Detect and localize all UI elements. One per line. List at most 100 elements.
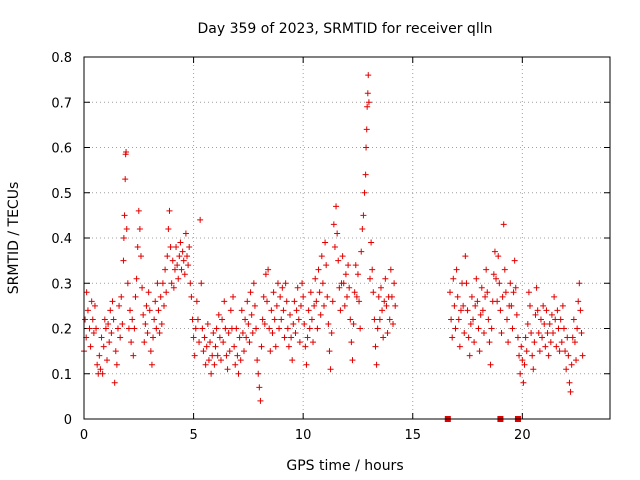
data-point bbox=[359, 225, 366, 232]
data-point bbox=[121, 212, 128, 219]
data-point bbox=[537, 316, 544, 323]
data-point bbox=[310, 339, 317, 346]
data-point bbox=[87, 343, 94, 350]
data-point bbox=[219, 316, 226, 323]
data-point bbox=[466, 352, 473, 359]
data-point bbox=[498, 330, 505, 337]
data-point bbox=[123, 149, 130, 156]
data-point bbox=[167, 244, 174, 251]
data-point bbox=[146, 307, 153, 314]
data-point bbox=[485, 316, 492, 323]
data-point bbox=[237, 357, 244, 364]
data-point bbox=[277, 293, 284, 300]
data-point bbox=[120, 235, 127, 241]
data-point bbox=[552, 316, 559, 323]
data-point bbox=[152, 298, 159, 305]
y-tick-label: 0.5 bbox=[51, 187, 72, 202]
data-point bbox=[372, 343, 379, 350]
data-point bbox=[233, 325, 240, 332]
data-point bbox=[447, 289, 454, 296]
data-point bbox=[246, 339, 253, 346]
data-point bbox=[571, 339, 578, 346]
data-point bbox=[259, 316, 266, 323]
data-point bbox=[542, 343, 549, 350]
x-tick-labels: 0 5 10 15 20 bbox=[80, 428, 531, 443]
data-point bbox=[136, 225, 143, 232]
data-point bbox=[465, 334, 472, 341]
data-point bbox=[379, 307, 386, 314]
data-point bbox=[509, 325, 516, 332]
data-point bbox=[144, 330, 151, 337]
data-point bbox=[139, 284, 146, 291]
data-point bbox=[496, 280, 503, 287]
data-point bbox=[313, 298, 320, 305]
data-point bbox=[131, 325, 138, 332]
data-point bbox=[192, 325, 199, 332]
data-point bbox=[170, 284, 177, 291]
data-point bbox=[185, 262, 192, 269]
data-point bbox=[213, 325, 220, 332]
data-point bbox=[532, 311, 539, 318]
data-point bbox=[487, 361, 494, 368]
data-point bbox=[111, 379, 118, 386]
data-point bbox=[235, 370, 242, 377]
data-point bbox=[245, 320, 252, 327]
data-point bbox=[554, 307, 561, 314]
data-point bbox=[174, 262, 181, 269]
data-point bbox=[362, 171, 369, 178]
data-point bbox=[217, 357, 224, 364]
data-point bbox=[168, 280, 175, 287]
data-point bbox=[254, 357, 261, 364]
data-point bbox=[194, 316, 201, 323]
data-point bbox=[198, 280, 205, 287]
data-point bbox=[505, 339, 512, 346]
data-point bbox=[276, 325, 283, 332]
data-point bbox=[154, 280, 161, 287]
data-point bbox=[336, 284, 343, 291]
data-point bbox=[273, 302, 280, 309]
data-point bbox=[169, 257, 176, 264]
data-point bbox=[94, 361, 101, 368]
data-point bbox=[502, 289, 509, 296]
data-point bbox=[127, 307, 134, 314]
data-point bbox=[102, 325, 109, 332]
data-point bbox=[350, 320, 357, 327]
data-point bbox=[104, 357, 111, 364]
data-point bbox=[536, 348, 543, 355]
data-point bbox=[83, 289, 90, 296]
data-point bbox=[285, 343, 292, 350]
data-point bbox=[328, 330, 335, 337]
data-point bbox=[510, 289, 517, 296]
data-point bbox=[162, 266, 169, 273]
data-point bbox=[142, 320, 149, 327]
data-point bbox=[541, 320, 548, 327]
data-point bbox=[97, 366, 104, 373]
data-point bbox=[292, 330, 299, 337]
data-point bbox=[82, 316, 89, 323]
data-point bbox=[145, 289, 152, 296]
data-point bbox=[226, 348, 233, 355]
data-point bbox=[329, 298, 336, 305]
data-point bbox=[341, 302, 348, 309]
data-point bbox=[262, 271, 269, 278]
x-axis-label: GPS time / hours bbox=[286, 458, 403, 474]
data-point bbox=[527, 302, 534, 309]
data-point bbox=[354, 271, 361, 278]
data-point bbox=[207, 339, 214, 346]
data-point bbox=[349, 357, 356, 364]
data-point bbox=[239, 330, 246, 337]
data-point bbox=[143, 302, 150, 309]
data-point bbox=[560, 325, 567, 332]
data-point bbox=[381, 298, 388, 305]
data-point bbox=[129, 316, 136, 323]
data-point bbox=[545, 352, 552, 359]
data-point bbox=[249, 330, 256, 337]
chart-title: Day 359 of 2023, SRMTID for receiver qll… bbox=[198, 21, 493, 37]
data-point bbox=[105, 320, 112, 327]
data-point bbox=[227, 307, 234, 314]
data-point bbox=[558, 339, 565, 346]
data-point bbox=[333, 203, 340, 210]
data-point bbox=[234, 352, 241, 359]
data-point bbox=[260, 293, 267, 300]
data-point bbox=[280, 307, 287, 314]
